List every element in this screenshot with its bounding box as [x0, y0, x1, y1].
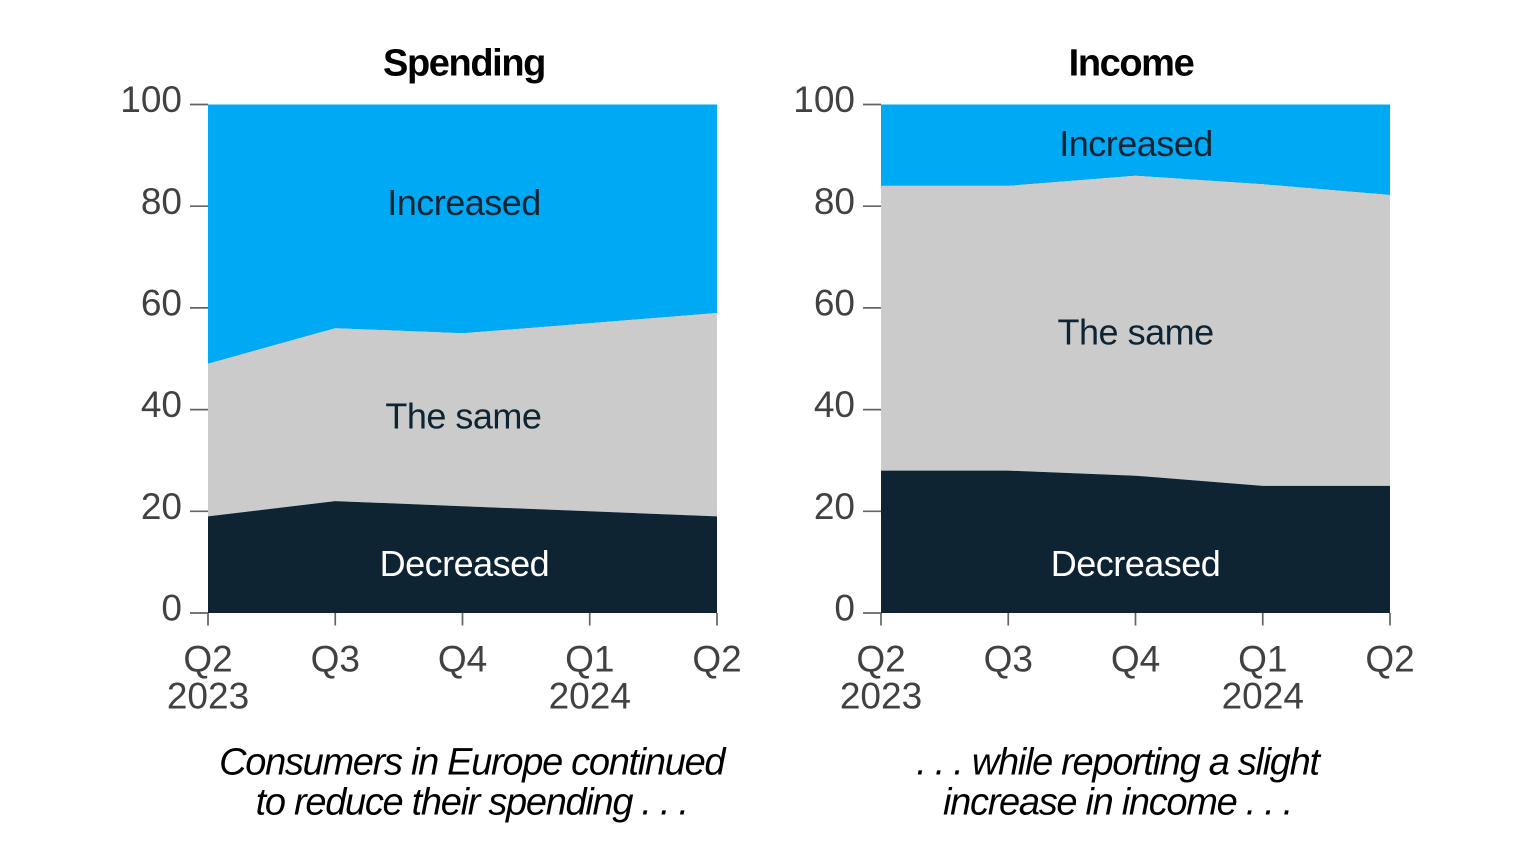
svg-text:60: 60 [814, 283, 855, 324]
svg-text:Increased: Increased [387, 182, 541, 223]
svg-text:Increased: Increased [1059, 123, 1213, 164]
svg-text:Q2: Q2 [1365, 639, 1414, 680]
svg-text:Q3: Q3 [311, 639, 360, 680]
svg-text:2023: 2023 [840, 676, 922, 717]
svg-text:Q4: Q4 [1111, 639, 1160, 680]
svg-text:2024: 2024 [1222, 676, 1304, 717]
svg-text:increase in income . . .: increase in income . . . [943, 782, 1292, 824]
svg-text:100: 100 [120, 79, 182, 120]
svg-text:40: 40 [814, 384, 855, 425]
svg-text:Q2: Q2 [856, 639, 905, 680]
svg-text:Q4: Q4 [438, 639, 487, 680]
svg-text:Q3: Q3 [984, 639, 1033, 680]
svg-text:20: 20 [141, 486, 182, 527]
svg-text:Decreased: Decreased [1051, 543, 1221, 584]
svg-text:Q2: Q2 [183, 639, 232, 680]
svg-text:Spending: Spending [383, 42, 545, 84]
svg-text:The same: The same [385, 395, 541, 436]
svg-text:80: 80 [141, 181, 182, 222]
svg-text:2023: 2023 [167, 676, 249, 717]
svg-text:Decreased: Decreased [380, 543, 550, 584]
svg-text:40: 40 [141, 384, 182, 425]
svg-text:0: 0 [834, 588, 855, 629]
svg-text:Q1: Q1 [1238, 639, 1287, 680]
svg-text:The same: The same [1058, 312, 1214, 353]
svg-text:Consumers in Europe continued: Consumers in Europe continued [219, 742, 727, 784]
svg-text:2024: 2024 [549, 676, 631, 717]
svg-text:0: 0 [161, 588, 182, 629]
svg-text:20: 20 [814, 486, 855, 527]
svg-text:Q2: Q2 [692, 639, 741, 680]
svg-text:60: 60 [141, 283, 182, 324]
svg-text:80: 80 [814, 181, 855, 222]
svg-text:Q1: Q1 [565, 639, 614, 680]
svg-text:100: 100 [793, 79, 855, 120]
svg-text:Income: Income [1069, 42, 1194, 84]
svg-text:to reduce their spending . . .: to reduce their spending . . . [256, 782, 688, 824]
svg-text:. . . while reporting a slight: . . . while reporting a slight [916, 742, 1321, 784]
